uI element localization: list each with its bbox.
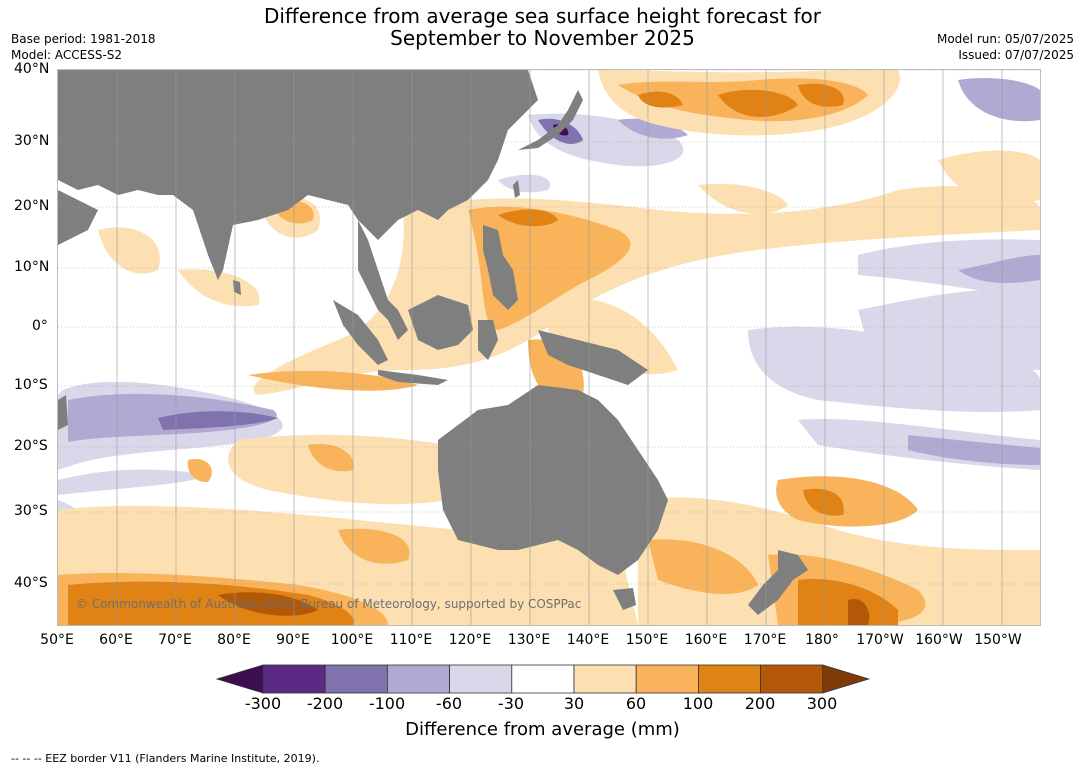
model-name: Model: ACCESS-S2: [11, 48, 123, 62]
meridians: [116, 70, 1003, 625]
lon-label: 170°W: [856, 632, 904, 648]
colorbar-cells: [215, 664, 871, 694]
colorbar-cell: [386, 664, 450, 694]
model-run: Model run: 05/07/2025: [936, 32, 1074, 46]
colorbar-extend-high: [822, 664, 871, 694]
arabia: [58, 190, 98, 245]
lon-label: 70°E: [158, 632, 192, 648]
asia-landmass: [58, 70, 538, 280]
lat-label: 40°S: [14, 575, 48, 591]
java: [378, 370, 448, 385]
colorbar-cell: [635, 664, 699, 694]
lat-label: 30°N: [14, 133, 50, 149]
lat-label: 0°: [32, 318, 48, 334]
madagascar: [58, 395, 68, 430]
colorbar-cell: [262, 664, 326, 694]
lat-label: 10°S: [14, 377, 48, 393]
new-zealand: [748, 550, 808, 615]
colorbar-tick-label: -60: [435, 694, 463, 713]
title-line-1: Difference from average sea surface heig…: [263, 4, 822, 28]
lon-label: 180°: [805, 632, 839, 648]
lat-label: 30°S: [14, 503, 48, 519]
lat-label: 20°S: [14, 438, 48, 454]
australia: [438, 385, 668, 575]
title-line-2: September to November 2025: [390, 26, 695, 50]
philippines: [483, 225, 518, 310]
land: [58, 70, 808, 615]
eez-legend-note: -- -- -- EEZ border V11 (Flanders Marine…: [11, 752, 320, 765]
issued-date: Issued: 07/07/2025: [958, 48, 1074, 62]
colorbar-tick-label: 30: [563, 694, 585, 713]
base-period: Base period: 1981-2018: [11, 32, 156, 46]
colorbar-tick-label: -200: [306, 694, 344, 713]
lat-label: 20°N: [14, 198, 50, 214]
colorbar-tick-label: -300: [244, 694, 282, 713]
japan: [518, 90, 583, 150]
colorbar-cell: [697, 664, 761, 694]
sumatra: [333, 300, 388, 365]
lon-label: 160°E: [684, 632, 728, 648]
colorbar-tick-label: -100: [368, 694, 406, 713]
lon-label: 170°E: [743, 632, 787, 648]
taiwan: [513, 180, 520, 198]
lon-label: 150°E: [625, 632, 669, 648]
lat-label: 40°N: [14, 61, 50, 77]
lon-label: 130°E: [507, 632, 551, 648]
sulawesi: [478, 320, 498, 360]
map-svg: [58, 70, 1040, 625]
colorbar-cell: [760, 664, 824, 694]
lon-label: 160°W: [915, 632, 963, 648]
colorbar-tick-label: 100: [682, 694, 714, 713]
meta-left: Base period: 1981-2018 Model: ACCESS-S2: [11, 31, 156, 63]
copyright-notice: © Commonwealth of Australia 2025, Bureau…: [76, 597, 582, 611]
tasmania: [613, 588, 636, 610]
lon-label: 110°E: [389, 632, 433, 648]
lon-label: 80°E: [217, 632, 251, 648]
colorbar-cell: [511, 664, 575, 694]
colorbar-cell: [324, 664, 388, 694]
colorbar-extend-low: [215, 664, 264, 694]
colorbar-cell: [573, 664, 637, 694]
map-panel: [57, 69, 1041, 626]
indochina: [358, 220, 408, 340]
lon-label: 150°W: [974, 632, 1022, 648]
colorbar-tick-label: 60: [625, 694, 647, 713]
colorbar: [215, 664, 871, 694]
lon-label: 60°E: [99, 632, 133, 648]
chart-title: Difference from average sea surface heig…: [0, 5, 1085, 49]
lat-label: 10°N: [14, 259, 50, 275]
lon-label: 140°E: [566, 632, 610, 648]
colorbar-title: Difference from average (mm): [405, 719, 680, 740]
colorbar-tick-label: 200: [744, 694, 776, 713]
colorbar-tick-label: 300: [806, 694, 838, 713]
lon-label: 50°E: [40, 632, 74, 648]
meta-right: Model run: 05/07/2025 Issued: 07/07/2025: [937, 31, 1074, 63]
lon-label: 100°E: [330, 632, 374, 648]
lon-label: 90°E: [276, 632, 310, 648]
colorbar-tick-label: -30: [497, 694, 525, 713]
colorbar-cell: [449, 664, 513, 694]
lon-label: 120°E: [448, 632, 492, 648]
borneo: [408, 295, 473, 350]
new-guinea: [538, 330, 648, 385]
